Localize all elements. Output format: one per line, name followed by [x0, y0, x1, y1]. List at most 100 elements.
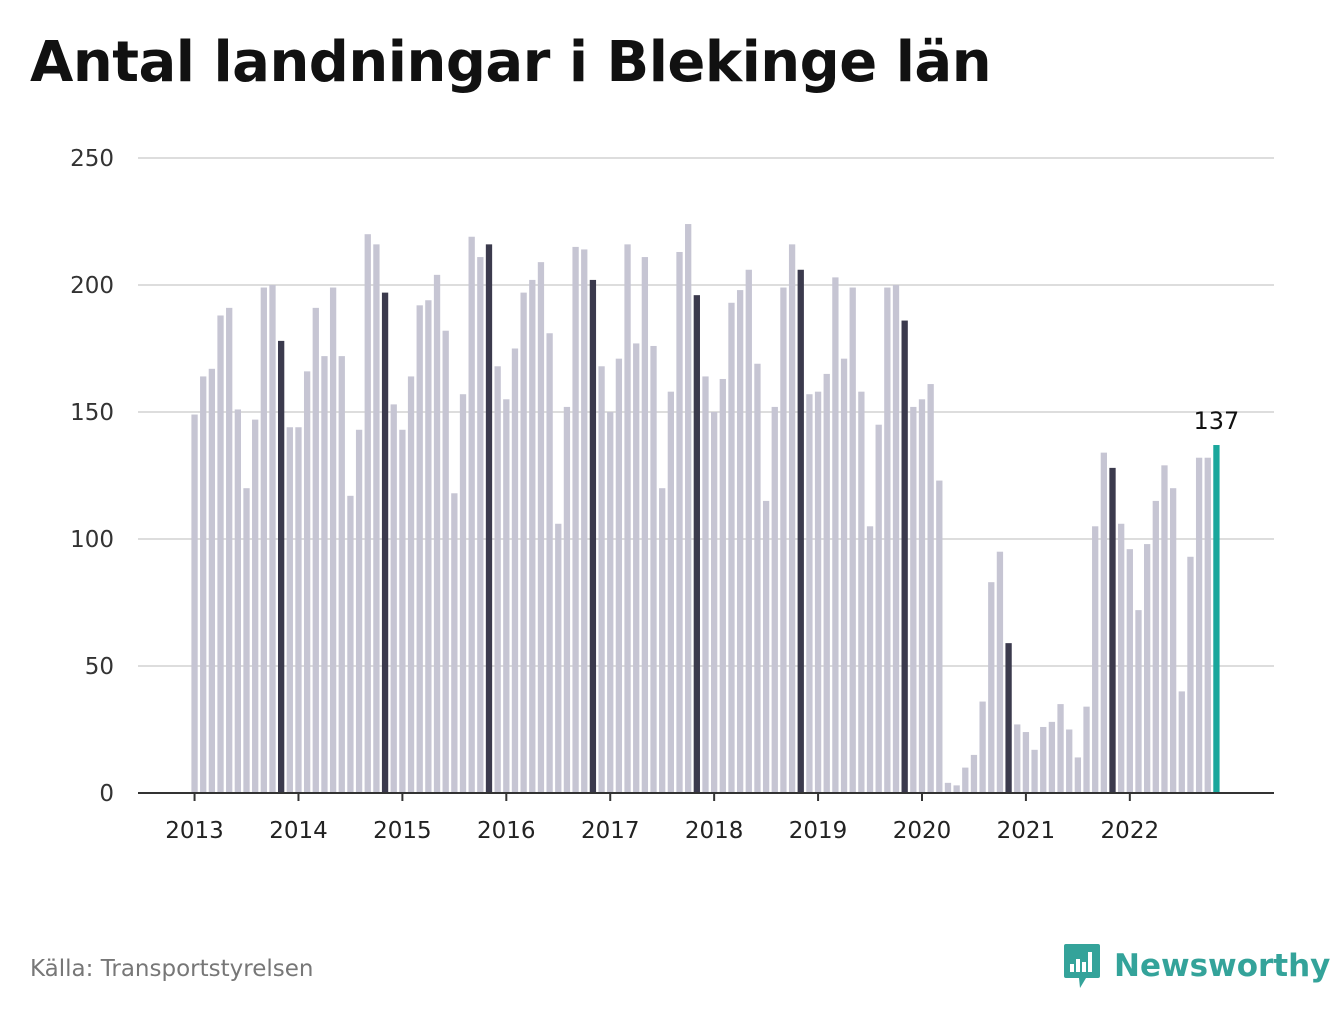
bar [1014, 724, 1021, 793]
x-tick-label: 2013 [165, 818, 224, 844]
bar [338, 356, 345, 793]
bar [286, 427, 293, 793]
bar [884, 287, 891, 793]
newsworthy-logo[interactable]: Newsworthy [1062, 940, 1330, 992]
chart-title: Antal landningar i Blekinge län [30, 30, 992, 95]
x-tick-label: 2016 [477, 818, 536, 844]
bar [762, 500, 770, 793]
bar [936, 480, 943, 793]
bar [529, 279, 536, 793]
bar [624, 244, 631, 794]
y-tick-label: 0 [99, 781, 114, 807]
bar [1031, 749, 1038, 793]
bar [1005, 643, 1012, 793]
bar [416, 305, 423, 793]
bar [988, 582, 995, 793]
bar [814, 391, 822, 793]
bar [598, 366, 605, 793]
bar [511, 348, 519, 793]
bar [503, 399, 510, 793]
bar [563, 406, 571, 793]
bar [485, 244, 493, 794]
bar [875, 424, 882, 793]
bar [381, 292, 389, 793]
bar [840, 358, 848, 793]
bar [433, 274, 441, 794]
bar [711, 412, 718, 793]
bar [191, 414, 198, 793]
bar [1204, 457, 1211, 793]
x-tick-label: 2019 [789, 818, 848, 844]
bar [944, 782, 952, 793]
source-note: Källa: Transportstyrelsen [30, 956, 314, 982]
bar [581, 249, 588, 793]
bar [329, 287, 337, 793]
bar [347, 495, 354, 793]
bar [555, 523, 562, 793]
bar [494, 366, 501, 793]
labels: 0 50 100 150 200 250 2013 2014 2015 2016 2017 2018 2… [70, 146, 1239, 844]
bar [1178, 691, 1185, 793]
bar [451, 493, 458, 793]
x-tick-label: 2022 [1101, 818, 1160, 844]
bar [1195, 457, 1203, 793]
bar [780, 287, 787, 793]
bar [633, 343, 640, 793]
bar [1092, 526, 1099, 793]
bar [477, 257, 484, 793]
bar [702, 376, 709, 793]
bar [996, 551, 1004, 793]
bar [208, 368, 216, 793]
x-tick-label: 2021 [997, 818, 1056, 844]
bar [788, 244, 796, 794]
bar [407, 376, 415, 793]
bar [615, 358, 623, 793]
bar [373, 244, 380, 794]
bar [303, 371, 311, 793]
bar [641, 257, 649, 793]
brand-name: Newsworthy [1114, 948, 1331, 984]
bar [572, 246, 579, 793]
bar [607, 412, 614, 793]
bar [295, 427, 302, 793]
x-tick-label: 2015 [373, 818, 432, 844]
bar [537, 262, 545, 793]
bar [520, 292, 527, 793]
bar [589, 279, 597, 793]
bar [918, 399, 926, 793]
bar [806, 394, 813, 793]
bar [226, 307, 233, 793]
bar [650, 345, 657, 793]
bar [243, 488, 250, 793]
bar [260, 287, 267, 793]
bar [970, 754, 978, 793]
y-tick-label: 50 [85, 654, 114, 680]
bar [399, 429, 406, 793]
bar [312, 307, 319, 793]
latest-value-label: 137 [1194, 407, 1240, 435]
bar [823, 373, 830, 793]
y-tick-label: 250 [70, 146, 114, 172]
bar [1040, 726, 1047, 793]
bar [685, 224, 692, 794]
bar [1169, 488, 1177, 793]
bar [901, 320, 908, 793]
bar [910, 406, 917, 793]
bar [1083, 706, 1090, 793]
bar [659, 488, 666, 793]
x-tick-label: 2020 [893, 818, 952, 844]
bar [797, 269, 804, 793]
bar [858, 391, 865, 793]
bar [693, 295, 700, 793]
bar [927, 384, 934, 793]
bar [1109, 467, 1116, 793]
bar [1074, 757, 1082, 793]
bar [200, 376, 207, 793]
bar [1066, 729, 1073, 793]
bar [849, 287, 856, 793]
bar [321, 356, 328, 793]
bar [1057, 704, 1064, 793]
bar [1213, 445, 1220, 793]
y-tick-label: 200 [70, 273, 114, 299]
bar [953, 785, 960, 793]
